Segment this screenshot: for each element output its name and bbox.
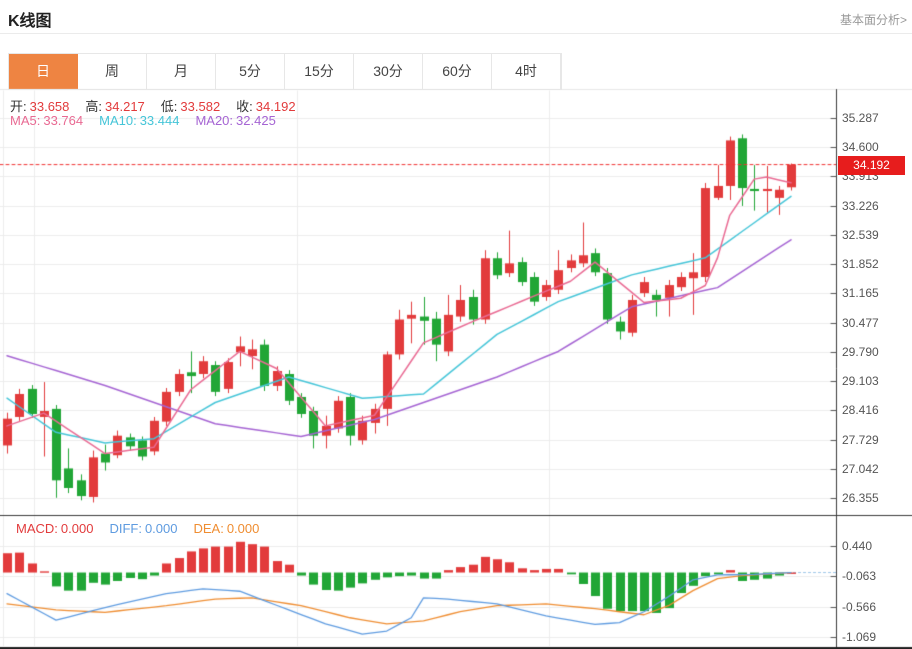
macd-legend-value: 0.000: [144, 521, 178, 536]
ma-row: MA5: 33.764 MA10: 33.444 MA20: 32.425: [10, 113, 292, 128]
ohlc-value: 33.582: [180, 99, 221, 114]
macd-legend-label: DEA:: [193, 521, 224, 536]
macd-axis-tick: -0.063: [842, 569, 877, 584]
price-axis-tick: 26.355: [842, 491, 879, 505]
ma-value: 32.425: [236, 113, 276, 128]
price-axis-tick: 30.477: [842, 315, 879, 330]
price-axis-tick: 31.165: [842, 286, 879, 301]
ohlc-value: 33.658: [29, 99, 70, 114]
price-axis-tick: 33.226: [842, 198, 879, 213]
price-axis-tick: 31.852: [842, 257, 879, 272]
ohlc-value: 34.192: [255, 99, 296, 114]
ma-value: 33.764: [43, 113, 84, 128]
macd-legend-value: 0.000: [60, 521, 94, 536]
price-axis-tick: 29.103: [842, 374, 879, 389]
ohlc-label: 低:: [160, 99, 178, 114]
ma-label: MA5:: [10, 113, 41, 128]
ohlc-label: 收:: [236, 99, 253, 114]
ohlc-row: 开: 33.658 高: 34.217 低: 33.582 收: 34.192: [10, 96, 312, 115]
ma-label: MA20:: [195, 113, 234, 128]
price-axis-tick: 35.287: [842, 111, 879, 125]
price-axis-tick: 32.539: [842, 227, 879, 242]
ohlc-label: 高:: [85, 99, 103, 114]
price-axis-tick: 27.042: [842, 461, 879, 476]
price-axis-tick: 34.600: [842, 140, 879, 155]
macd-legend-label: DIFF:: [109, 521, 142, 536]
macd-legend-label: MACD:: [16, 521, 58, 536]
macd-axis-tick: -1.069: [842, 630, 877, 644]
ma-value: 33.444: [139, 113, 180, 128]
ma-label: MA10:: [99, 113, 137, 128]
price-axis-tick: 27.729: [842, 432, 879, 447]
price-axis-tick: 28.416: [842, 403, 879, 418]
macd-axis-tick: -0.566: [842, 599, 877, 614]
macd-legend-row: MACD: 0.000 DIFF: 0.000 DEA: 0.000: [16, 521, 275, 536]
current-price-badge: 34.192: [838, 156, 905, 175]
ohlc-label: 开:: [10, 99, 27, 114]
ohlc-value: 34.217: [105, 99, 145, 114]
price-axis-tick: 29.790: [842, 344, 879, 359]
macd-legend-value: 0.000: [226, 521, 260, 536]
macd-axis-tick: 0.440: [842, 539, 873, 553]
